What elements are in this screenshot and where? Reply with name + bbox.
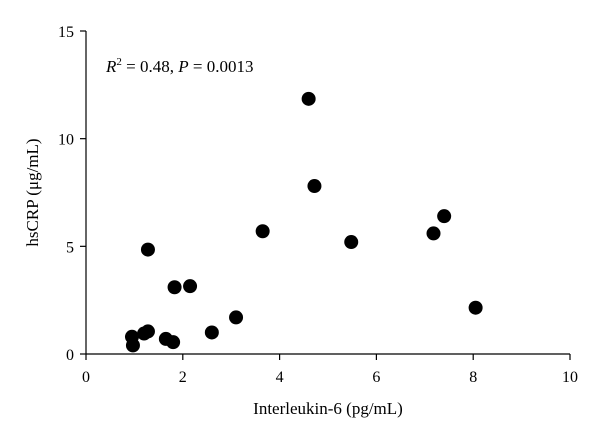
data-point [166, 335, 181, 350]
x-tick-label: 10 [562, 369, 578, 386]
data-point [255, 224, 270, 239]
p-label: P [177, 57, 188, 76]
ticks: 0 2 4 6 8 10 0 5 10 15 [58, 24, 578, 386]
r2-value: = 0.48, [122, 57, 178, 76]
y-tick-label: 10 [58, 132, 74, 149]
x-tick-label: 0 [82, 369, 90, 386]
data-point [344, 235, 359, 250]
y-tick-label: 15 [58, 24, 74, 41]
data-point [140, 324, 155, 339]
x-tick-label: 2 [179, 369, 187, 386]
data-point [229, 310, 244, 325]
p-value: = 0.0013 [189, 57, 254, 76]
data-point [183, 279, 198, 294]
x-tick-label: 4 [276, 369, 284, 386]
y-axis-title: hsCRP (μg/mL) [23, 138, 42, 246]
y-tick-label: 5 [66, 239, 74, 256]
r2-label: R [105, 57, 117, 76]
axes [85, 31, 570, 355]
data-point [140, 242, 155, 257]
data-point [468, 300, 483, 315]
y-tick-label: 0 [66, 347, 74, 364]
x-tick-label: 6 [372, 369, 380, 386]
data-point [204, 325, 219, 340]
data-point [307, 179, 322, 194]
data-points [124, 91, 483, 353]
data-point [167, 280, 182, 295]
data-point [426, 226, 441, 241]
data-point [437, 209, 452, 224]
regression-annotation: R2 = 0.48, P = 0.0013 [105, 56, 253, 76]
data-point [301, 91, 316, 106]
x-axis-title: Interleukin-6 (pg/mL) [253, 399, 403, 418]
r2-superscript: 2 [116, 56, 122, 68]
data-point [125, 338, 140, 353]
x-tick-label: 8 [469, 369, 477, 386]
